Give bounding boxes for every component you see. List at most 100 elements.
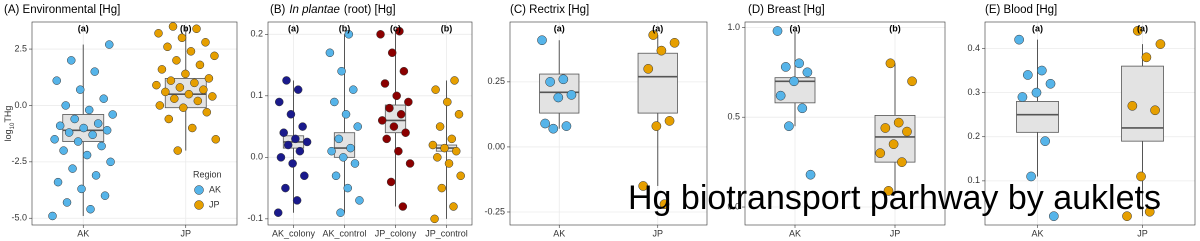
point [179,103,188,112]
point [90,67,99,76]
point [186,47,196,56]
point [664,116,675,126]
point [163,42,172,52]
point [433,153,442,162]
point [389,122,399,131]
point [1031,87,1042,98]
point [387,48,397,58]
point [88,130,97,140]
x-tick-label: AK [1031,228,1043,238]
point [172,56,181,65]
y-tick-label: 0.4 [967,43,980,53]
point [67,56,76,65]
panel-border [31,21,238,226]
group-letter: (a) [1032,23,1043,33]
point [334,134,344,144]
x-tick-label: AK [553,228,565,238]
point [669,37,680,48]
point [91,171,101,180]
point [48,211,57,221]
y-tick-label: 0.1 [967,175,980,185]
point [108,110,117,119]
point [202,107,212,117]
point [659,199,670,210]
point [53,177,63,187]
y-tick-label: 0.25 [487,76,505,86]
point [61,101,70,110]
point [1127,100,1138,111]
point [102,126,112,135]
point [775,90,786,101]
point [394,146,403,156]
point [902,126,912,137]
point [201,38,210,47]
group-letter: (b) [441,23,453,33]
point [382,134,391,144]
x-tick-label: AK [77,228,89,238]
point [211,135,221,144]
point [84,105,94,115]
point [292,196,302,205]
point [398,202,408,211]
point [282,76,291,85]
panel-border [984,21,1196,226]
title-part: In plantae [289,4,340,16]
point [1022,70,1033,80]
point [802,67,813,78]
point [341,110,351,119]
point [545,77,556,87]
point [880,123,891,133]
group-letter: (a) [1137,23,1148,33]
legend-title: Region [193,169,222,179]
point [68,164,77,173]
point [99,94,108,103]
point [199,85,208,94]
title-part: (C) Rectrix [Hg] [510,4,589,16]
title-part: (E) Blood [Hg] [985,4,1057,16]
point [784,121,794,132]
point [177,33,187,43]
point [286,110,296,119]
legend-label: AK [209,184,221,194]
point [454,110,464,119]
point [100,191,110,200]
point [794,58,804,69]
point [210,51,219,61]
title-part: (D) Breast [Hg] [748,4,825,16]
point [327,146,336,156]
point [1040,136,1051,147]
box [1016,101,1059,133]
point [157,65,167,74]
point [561,121,572,131]
point [355,196,364,205]
point [170,94,179,103]
point [279,128,288,137]
y-tick-label: 1.0 [727,22,740,32]
point [275,97,284,107]
point [1014,34,1024,45]
point [1144,206,1155,217]
point [401,128,410,137]
point [897,157,907,167]
point [330,97,339,107]
point [295,146,305,156]
point [344,30,354,39]
point [161,87,170,97]
y-tick-label: 0.5 [727,112,740,122]
point [79,123,88,133]
point [430,214,439,224]
point [188,123,197,133]
point [1045,78,1056,89]
point [566,90,577,100]
point [399,66,409,76]
point [86,204,95,214]
x-tick-label: AK [789,228,801,238]
point [288,159,297,168]
point [64,128,74,137]
point [300,171,309,181]
point [331,171,341,181]
point [548,123,559,134]
point [780,62,791,72]
point [152,80,161,90]
x-tick-label: JP_colony [375,228,417,238]
